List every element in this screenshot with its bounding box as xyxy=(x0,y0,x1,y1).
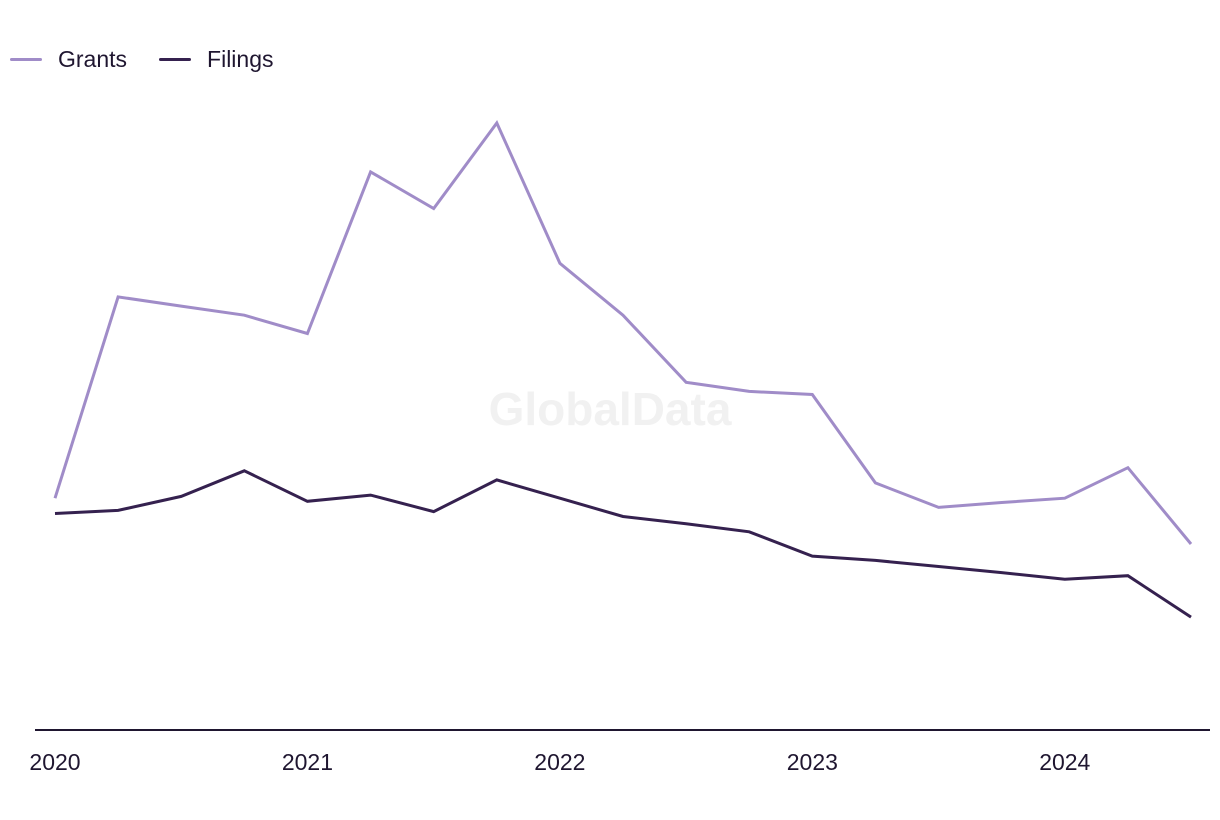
legend-item-grants: Grants xyxy=(10,46,127,73)
x-tick-label-2024: 2024 xyxy=(1039,749,1090,775)
chart-legend: Grants Filings xyxy=(10,46,306,73)
x-tick-label-2023: 2023 xyxy=(787,749,838,775)
legend-label-grants: Grants xyxy=(58,46,128,72)
x-tick-label-2022: 2022 xyxy=(534,749,585,775)
x-tick-label-2021: 2021 xyxy=(282,749,333,775)
x-tick-labels: 2020 2021 2022 2023 2024 xyxy=(29,749,1090,775)
watermark: GlobalData xyxy=(489,383,732,435)
legend-swatch-grants xyxy=(10,58,42,61)
series-lines xyxy=(53,120,1193,619)
series-line-grants xyxy=(53,120,1193,545)
legend-item-filings: Filings xyxy=(159,46,274,73)
series-line-filings xyxy=(54,469,1192,619)
x-tick-label-2020: 2020 xyxy=(29,749,80,775)
legend-swatch-filings xyxy=(159,58,192,61)
legend-label-filings: Filings xyxy=(207,46,274,72)
